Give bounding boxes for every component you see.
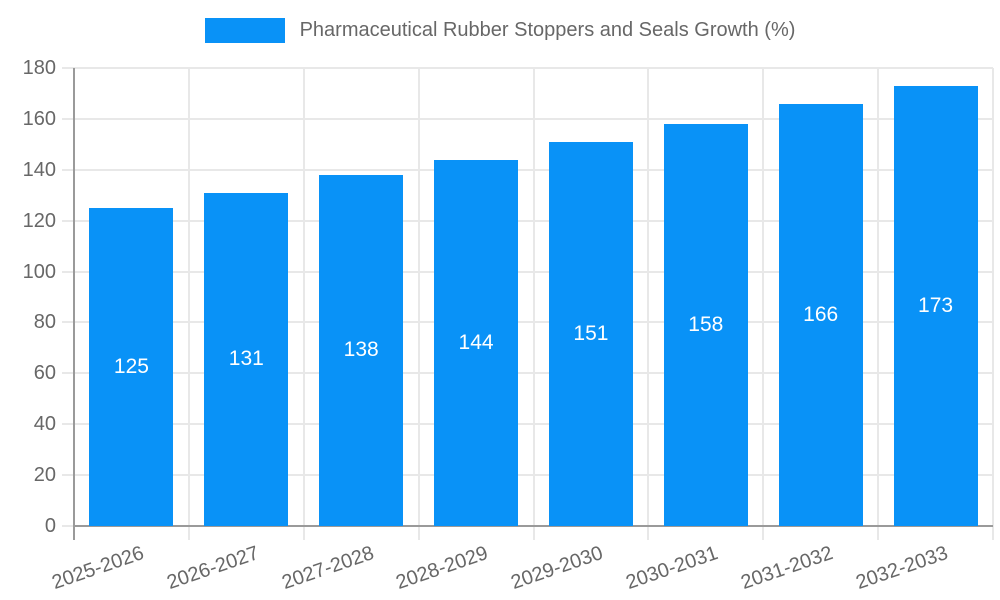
x-gridline (417, 68, 420, 540)
y-axis-tick-label: 20 (33, 464, 56, 487)
x-gridline (647, 68, 650, 540)
bar (778, 103, 863, 526)
legend-swatch-icon (204, 17, 285, 43)
y-axis-tick-label: 120 (22, 209, 56, 232)
y-axis-tick-label: 160 (22, 107, 56, 130)
bar-value-label: 144 (458, 330, 494, 354)
x-axis-tick-label: 2031-2032 (738, 542, 836, 594)
y-gridline (62, 474, 993, 477)
y-gridline (62, 423, 993, 426)
y-axis-tick-label: 40 (33, 413, 56, 436)
bar (89, 207, 174, 526)
bar-value-label: 173 (918, 293, 954, 317)
x-gridline (302, 68, 305, 540)
y-gridline (62, 372, 993, 375)
bar-value-label: 151 (573, 321, 609, 345)
x-axis-tick-label: 2029-2030 (508, 542, 607, 594)
bar (548, 141, 633, 526)
x-axis-line (74, 525, 993, 527)
x-axis-tick-label: 2030-2031 (623, 542, 721, 594)
x-gridline (762, 68, 765, 540)
y-axis-tick-label: 100 (22, 260, 56, 283)
x-axis-tick-label: 2028-2029 (393, 542, 492, 594)
bar (893, 85, 978, 526)
bar (663, 123, 748, 526)
bar-value-label: 125 (113, 354, 149, 378)
y-gridline (62, 219, 993, 222)
bar-value-label: 138 (343, 338, 379, 362)
y-axis-tick-label: 180 (22, 57, 56, 79)
bar-value-label: 131 (228, 347, 264, 371)
y-gridline (62, 321, 993, 324)
y-axis-tick-label: 80 (33, 311, 56, 334)
y-axis-tick-label: 60 (33, 362, 56, 385)
bar (319, 174, 404, 526)
x-axis-tick-label: 2027-2028 (278, 542, 377, 594)
bar-value-label: 158 (688, 312, 724, 336)
y-axis-tick-label: 140 (22, 158, 56, 181)
y-gridline (62, 270, 993, 273)
y-gridline (62, 168, 993, 171)
bar-value-label: 166 (803, 302, 839, 326)
x-axis-tick-label: 2026-2027 (163, 542, 262, 594)
chart-legend[interactable]: Pharmaceutical Rubber Stoppers and Seals… (0, 14, 1000, 46)
y-gridline (62, 117, 993, 120)
legend-label: Pharmaceutical Rubber Stoppers and Seals… (299, 18, 796, 41)
x-axis-tick-label: 2032-2033 (853, 542, 951, 594)
x-gridline (187, 68, 190, 540)
y-gridline (62, 67, 993, 69)
bar (434, 159, 519, 526)
x-axis-tick-label: 2025-2026 (48, 542, 147, 594)
x-gridline (992, 68, 994, 540)
y-axis-line (73, 68, 75, 540)
x-gridline (532, 68, 535, 540)
y-axis-tick-label: 0 (44, 515, 56, 537)
bar (204, 192, 289, 526)
x-gridline (877, 68, 880, 540)
